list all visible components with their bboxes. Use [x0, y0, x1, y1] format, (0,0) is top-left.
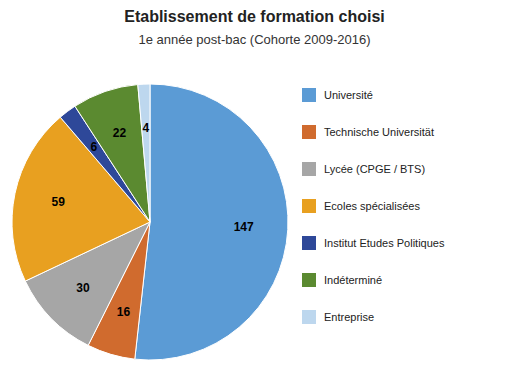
pie-slice: [75, 85, 150, 222]
legend-item: Indéterminé: [302, 273, 382, 287]
legend-item: Entreprise: [302, 310, 374, 324]
data-label: 22: [113, 126, 127, 140]
legend-swatch: [302, 310, 316, 324]
data-label: 6: [90, 140, 97, 154]
legend-label: Indéterminé: [324, 274, 382, 286]
title: Etablissement de formation choisi: [124, 8, 385, 25]
legend-swatch: [302, 236, 316, 250]
chart: Etablissement de formation choisi 1e anné…: [0, 0, 509, 379]
legend-item: Ecoles spécialisées: [302, 199, 420, 213]
data-label: 30: [76, 281, 90, 295]
pie: [12, 84, 288, 360]
legend-label: Technische Universität: [324, 126, 434, 138]
legend-label: Lycée (CPGE / BTS): [324, 163, 425, 175]
data-label: 16: [117, 305, 131, 319]
legend-swatch: [302, 162, 316, 176]
subtitle: 1e année post-bac (Cohorte 2009-2016): [139, 32, 371, 47]
legend-swatch: [302, 273, 316, 287]
pie-slice: [138, 84, 150, 222]
data-labels: 147 16 30 59 6 22 4: [52, 121, 254, 319]
legend-label: Ecoles spécialisées: [324, 200, 420, 212]
legend-swatch: [302, 199, 316, 213]
data-label: 59: [52, 195, 66, 209]
legend-item: Lycée (CPGE / BTS): [302, 162, 425, 176]
legend-label: Université: [324, 89, 373, 101]
data-label: 147: [234, 220, 254, 234]
legend-swatch: [302, 125, 316, 139]
legend: Université Technische Universität Lycée (C…: [302, 88, 445, 324]
legend-item: Université: [302, 88, 373, 102]
legend-label: Institut Etudes Politiques: [324, 237, 445, 249]
legend-label: Entreprise: [324, 311, 374, 323]
legend-item: Institut Etudes Politiques: [302, 236, 445, 250]
legend-item: Technische Universität: [302, 125, 434, 139]
legend-swatch: [302, 88, 316, 102]
pie-slice: [135, 84, 288, 360]
data-label: 4: [143, 121, 150, 135]
